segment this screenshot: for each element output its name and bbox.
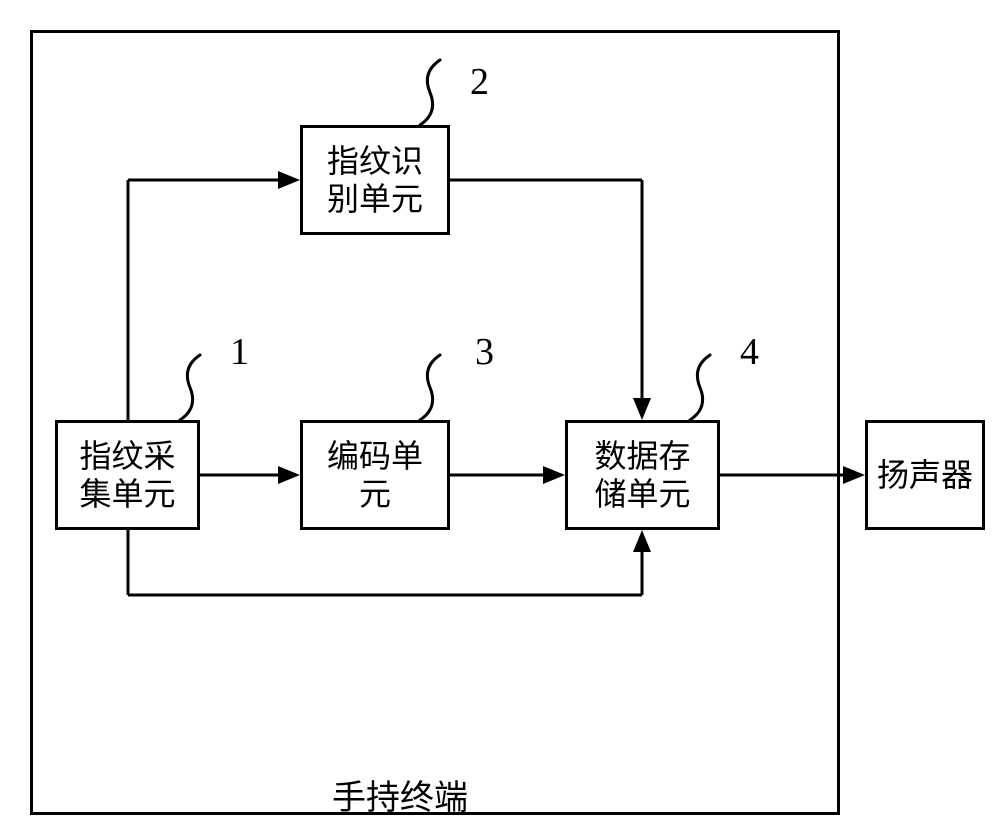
node-collect: 指纹采集单元 xyxy=(55,420,200,530)
node-encode-label: 编码单元 xyxy=(327,437,423,514)
callout-3: 3 xyxy=(475,330,494,374)
terminal-caption: 手持终端 xyxy=(300,770,500,810)
node-recog-label: 指纹识别单元 xyxy=(327,142,423,219)
callout-4: 4 xyxy=(740,330,759,374)
node-store: 数据存储单元 xyxy=(565,420,720,530)
node-collect-label: 指纹采集单元 xyxy=(79,437,175,514)
node-store-label: 数据存储单元 xyxy=(594,437,690,514)
node-recog: 指纹识别单元 xyxy=(300,125,450,235)
node-encode: 编码单元 xyxy=(300,420,450,530)
callout-2: 2 xyxy=(470,60,489,104)
node-speaker-label: 扬声器 xyxy=(877,456,973,494)
callout-1: 1 xyxy=(230,330,249,374)
node-speaker: 扬声器 xyxy=(865,420,985,530)
